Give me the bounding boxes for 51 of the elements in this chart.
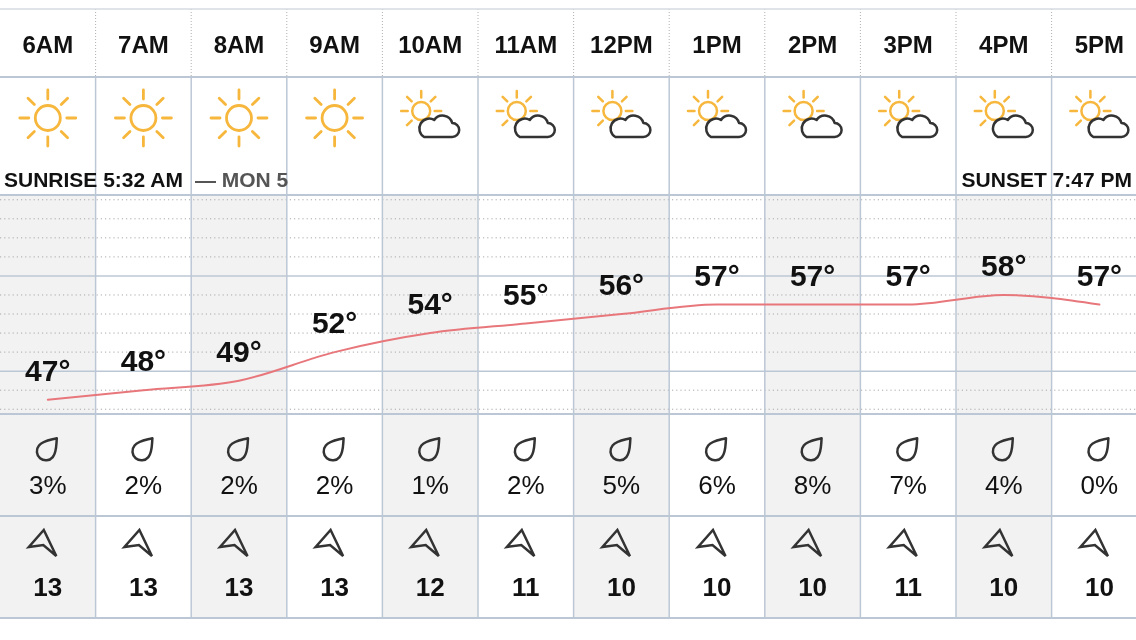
data-label: 48°	[120, 344, 167, 378]
data-label: 10	[702, 572, 732, 602]
x-tick-label: 12PM	[590, 31, 653, 58]
data-label: 47°	[25, 353, 71, 387]
text: SUNSET 7:47 PM	[961, 168, 1132, 191]
x-tick-label: 11AM	[494, 31, 558, 58]
data-label: 57°	[1076, 258, 1123, 292]
data-label: 10	[989, 572, 1019, 602]
data-label: 54°	[407, 287, 453, 321]
data-label: 0%	[1080, 470, 1119, 500]
data-label: 8%	[793, 470, 832, 500]
data-label: 10	[798, 572, 828, 602]
data-label: 10	[606, 572, 636, 602]
data-label: 4%	[985, 470, 1023, 500]
data-label: 13	[320, 572, 350, 602]
data-label: 57°	[789, 258, 836, 292]
x-tick-label: 2PM	[787, 31, 838, 58]
data-label: 49°	[216, 334, 262, 368]
data-label: 5%	[602, 470, 641, 500]
data-label: 6%	[698, 470, 736, 500]
data-label: 3%	[29, 470, 67, 500]
data-label: 2%	[220, 470, 258, 500]
x-tick-label: 1PM	[692, 31, 742, 58]
text: SUNRISE 5:32 AM	[4, 168, 183, 191]
data-label: 2%	[315, 470, 354, 500]
data-label: 12	[415, 572, 445, 602]
data-label: 13	[33, 572, 63, 602]
data-label: 52°	[311, 306, 358, 340]
data-label: 11	[512, 572, 540, 602]
data-label: 58°	[981, 248, 1027, 282]
data-label: 2%	[507, 470, 545, 500]
x-tick-label: 7AM	[118, 31, 169, 58]
x-tick-label: 9AM	[309, 31, 360, 58]
data-label: 13	[224, 572, 254, 602]
data-label: 55°	[503, 277, 549, 311]
data-label: 56°	[598, 268, 645, 302]
data-label: 11	[894, 572, 922, 602]
data-label: 57°	[694, 258, 740, 292]
data-label: 57°	[885, 258, 931, 292]
x-tick-label: 3PM	[883, 31, 933, 58]
data-label: 7%	[889, 470, 927, 500]
x-tick-label: 4PM	[979, 31, 1029, 58]
x-tick-label: 5PM	[1074, 31, 1125, 58]
data-label: 2%	[124, 470, 163, 500]
data-label: 13	[128, 572, 158, 602]
data-label: 1%	[411, 470, 449, 500]
text: — MON 5	[194, 168, 289, 191]
data-label: 10	[1084, 572, 1114, 602]
x-tick-label: 6AM	[22, 31, 74, 58]
x-tick-label: 8AM	[213, 31, 265, 58]
x-tick-label: 10AM	[398, 31, 463, 58]
